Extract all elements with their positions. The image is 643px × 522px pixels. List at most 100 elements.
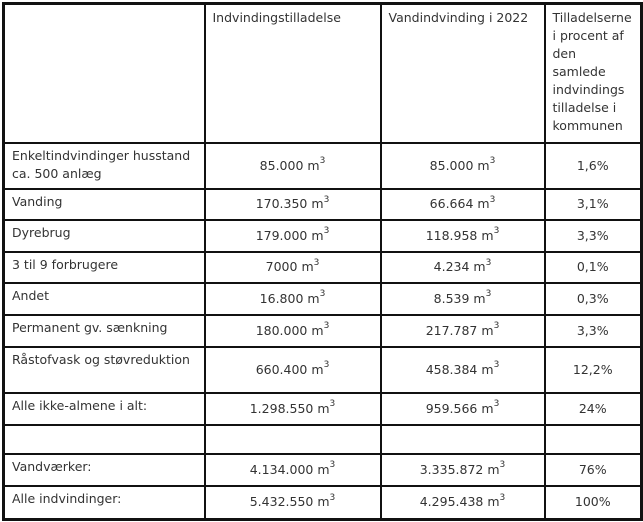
- usage-cell-value: 217.787: [425, 322, 478, 338]
- row-label-value: 3 til 9 forbrugere: [12, 256, 119, 272]
- table-row: 3 til 9 forbrugere 7000 m3 4.234 m3 0,1%: [2, 250, 643, 284]
- header-empty: [2, 2, 206, 144]
- permit-cell-value: 660.400: [255, 361, 308, 377]
- usage-cell-value: 4.295.438: [419, 494, 484, 510]
- unit: m3: [481, 399, 500, 416]
- row-label: Vanding: [2, 187, 206, 221]
- row-label: [2, 423, 206, 455]
- permit-cell-value: 7000: [265, 259, 298, 274]
- percent-cell-value: 12,2%: [572, 361, 613, 377]
- usage-cell: 4.295.438 m3: [379, 484, 546, 521]
- percent-cell-value: 1,6%: [576, 157, 609, 173]
- usage-cell: 118.958 m3: [379, 218, 546, 253]
- usage-cell: 66.664 m3: [379, 187, 546, 221]
- usage-cell-value: 85.000: [429, 157, 474, 173]
- unit: m3: [307, 289, 326, 306]
- permit-cell: 7000 m3: [203, 250, 382, 284]
- table-row: Dyrebrug 179.000 m3 118.958 m3 3,3%: [2, 218, 643, 253]
- permit-cell: 1.298.550 m3: [203, 391, 382, 426]
- percent-cell-value: 0,3%: [576, 290, 609, 306]
- permit-cell-value: 180.000: [255, 322, 308, 338]
- percent-cell-value: 3,3%: [576, 227, 609, 243]
- unit: m3: [311, 321, 330, 338]
- percent-cell-value: 0,1%: [576, 259, 609, 274]
- usage-cell-value: 3.335.872: [419, 461, 484, 477]
- usage-cell: 217.787 m3: [379, 313, 546, 348]
- header-permit: Indvindingstilladelse: [203, 2, 382, 144]
- table-row: Alle ikke-almene i alt: 1.298.550 m3 959.5…: [2, 391, 643, 426]
- usage-cell: 959.566 m3: [379, 391, 546, 426]
- unit: m3: [473, 289, 492, 306]
- row-label: Vandværker:: [2, 452, 206, 487]
- usage-cell: [379, 423, 546, 455]
- table-row: Vandværker: 4.134.000 m3 3.335.872 m3 76%: [2, 452, 643, 487]
- percent-cell-value: 24%: [578, 400, 607, 416]
- unit: m3: [481, 226, 500, 243]
- row-label-value: Råstofvask og støvreduktion: [12, 351, 190, 367]
- row-label: Enkeltindvindinger husstand ca. 500 anlæ…: [2, 141, 206, 190]
- permit-cell-value: 1.298.550: [249, 400, 314, 416]
- table-row: Permanent gv. sænkning 180.000 m3 217.787 …: [2, 313, 643, 348]
- usage-cell: 8.539 m3: [379, 281, 546, 316]
- percent-cell-value: 100%: [574, 494, 611, 510]
- row-label-value: Dyrebrug: [12, 224, 71, 240]
- table-row: Alle indvindinger: 5.432.550 m3 4.295.438 …: [2, 484, 643, 521]
- unit: m3: [487, 493, 506, 510]
- unit: m3: [311, 194, 330, 211]
- percent-cell: 100%: [543, 484, 643, 521]
- row-label: Råstofvask og støvreduktion: [2, 345, 206, 394]
- row-label-value: Andet: [12, 287, 49, 303]
- table-row: Vanding 170.350 m3 66.664 m3 3,1%: [2, 187, 643, 221]
- unit: m3: [481, 321, 500, 338]
- row-label: Andet: [2, 281, 206, 316]
- table-row: Andet 16.800 m3 8.539 m3 0,3%: [2, 281, 643, 316]
- permit-cell: 170.350 m3: [203, 187, 382, 221]
- percent-cell: 0,3%: [543, 281, 643, 316]
- percent-cell-value: 3,3%: [576, 322, 609, 338]
- row-label: Alle indvindinger:: [2, 484, 206, 521]
- unit: m3: [487, 460, 506, 477]
- usage-cell-value: 458.384: [425, 361, 478, 377]
- usage-cell: 3.335.872 m3: [379, 452, 546, 487]
- row-label-value: Enkeltindvindinger husstand ca. 500 anlæ…: [12, 147, 191, 181]
- permit-cell: [203, 423, 382, 455]
- percent-cell-value: 3,1%: [576, 196, 609, 211]
- row-label-value: Permanent gv. sænkning: [12, 319, 168, 335]
- unit: m3: [311, 226, 330, 243]
- usage-cell: 458.384 m3: [379, 345, 546, 394]
- permit-cell: 179.000 m3: [203, 218, 382, 253]
- percent-cell: 3,3%: [543, 218, 643, 253]
- usage-cell-value: 118.958: [425, 227, 478, 243]
- percent-cell: 24%: [543, 391, 643, 426]
- row-label-value: Alle indvindinger:: [12, 490, 122, 506]
- row-label-value: Vanding: [12, 193, 63, 209]
- header-row: Indvindingstilladelse Vandindvinding i 2…: [2, 2, 643, 144]
- unit: m3: [301, 257, 320, 274]
- unit: m3: [473, 257, 492, 274]
- usage-cell-value: 66.664: [429, 196, 474, 211]
- row-label: Alle ikke-almene i alt:: [2, 391, 206, 426]
- permit-cell-value: 179.000: [255, 227, 308, 243]
- permit-cell-value: 170.350: [255, 196, 308, 211]
- usage-cell: 4.234 m3: [379, 250, 546, 284]
- percent-cell: 1,6%: [543, 141, 643, 190]
- table-row: Enkeltindvindinger husstand ca. 500 anlæ…: [2, 141, 643, 190]
- permit-cell: 16.800 m3: [203, 281, 382, 316]
- usage-cell-value: 959.566: [425, 400, 478, 416]
- table-row: [2, 423, 643, 455]
- usage-cell: 85.000 m3: [379, 141, 546, 190]
- percent-cell: 3,3%: [543, 313, 643, 348]
- unit: m3: [317, 399, 336, 416]
- row-label: Dyrebrug: [2, 218, 206, 253]
- permit-cell: 180.000 m3: [203, 313, 382, 348]
- percent-cell-value: 76%: [578, 461, 607, 477]
- permit-cell-value: 5.432.550: [249, 494, 314, 510]
- unit: m3: [307, 156, 326, 173]
- table-row: Råstofvask og støvreduktion 660.400 m3 458…: [2, 345, 643, 394]
- permit-cell-value: 4.134.000: [249, 461, 314, 477]
- unit: m3: [477, 194, 496, 211]
- permit-cell: 4.134.000 m3: [203, 452, 382, 487]
- unit: m3: [481, 360, 500, 377]
- percent-cell: 0,1%: [543, 250, 643, 284]
